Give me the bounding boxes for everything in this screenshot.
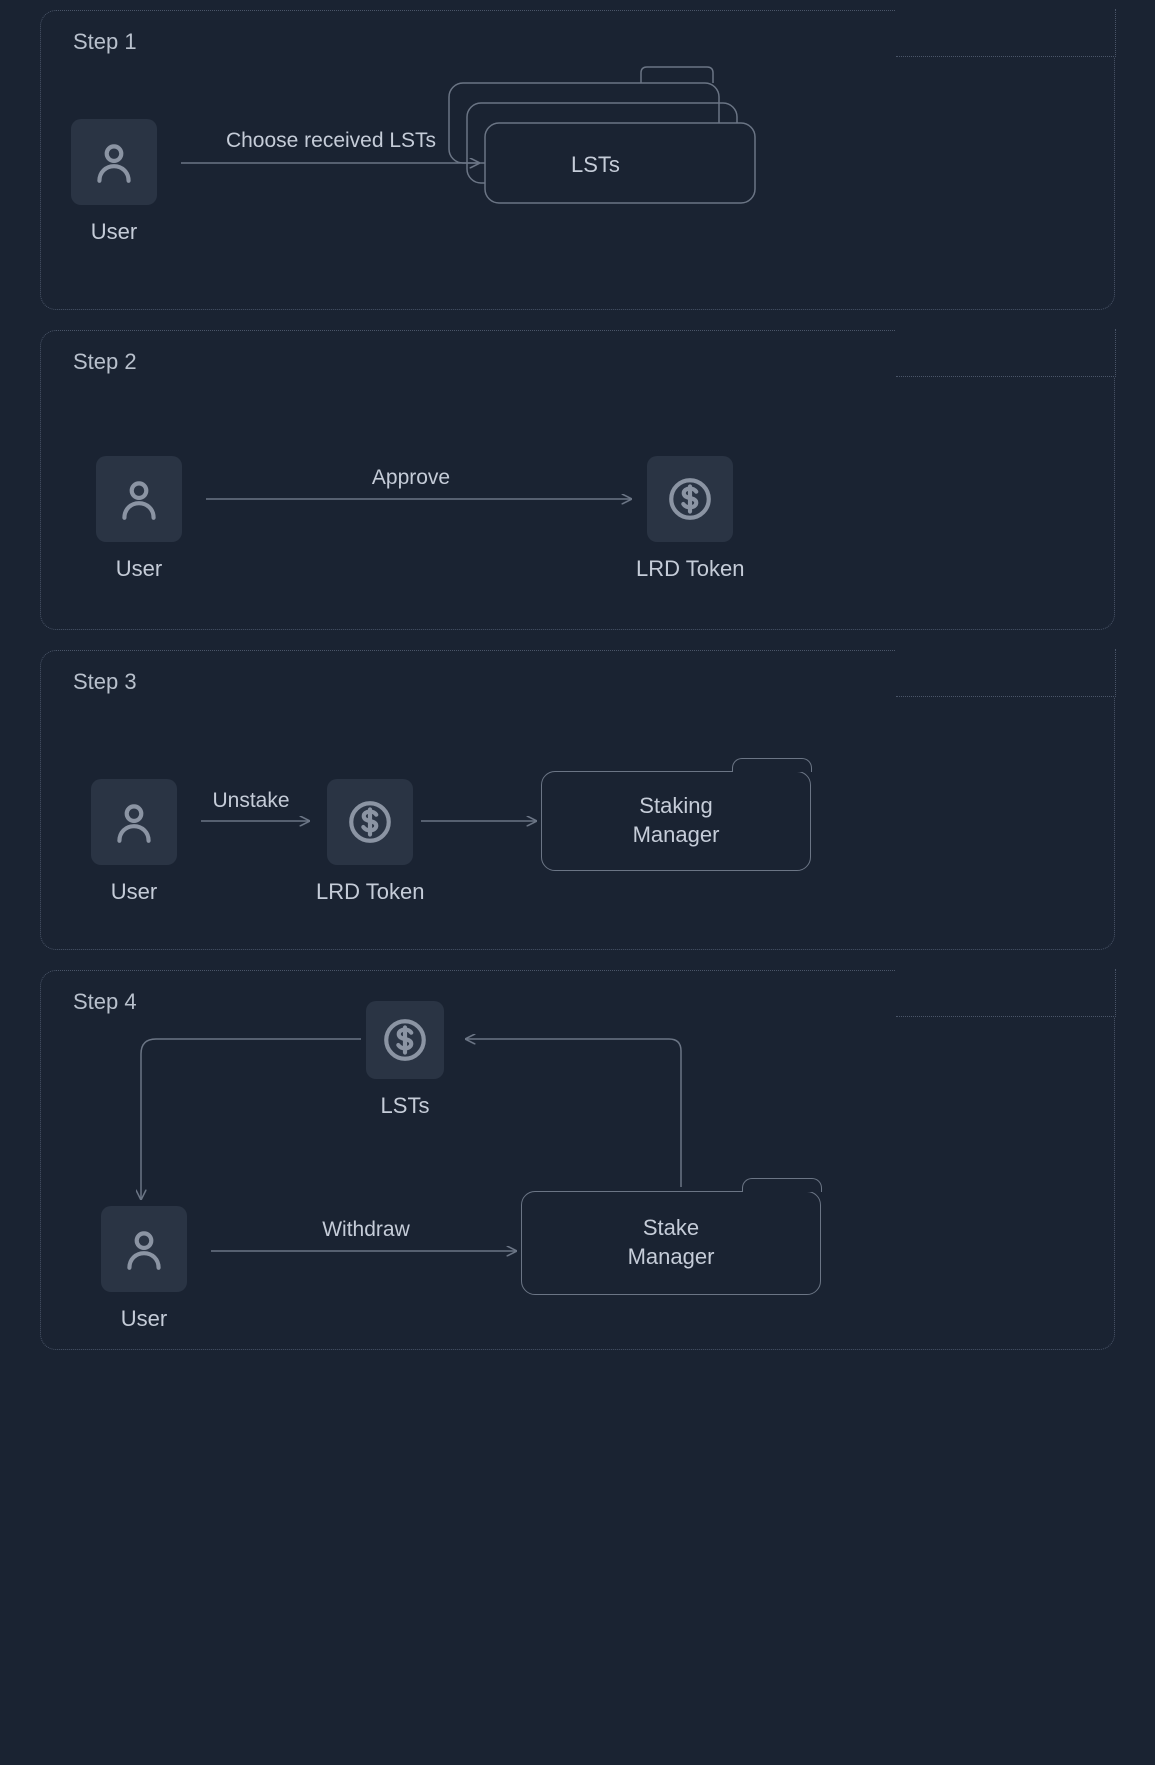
step-panel-3: Step 3 User Unstake LRD Token StakingMan… [40,650,1115,950]
user-node: User [91,779,177,905]
step-panel-1: Step 1 User Choose received LSTs LSTs [40,10,1115,310]
user-label: User [91,219,137,245]
dollar-icon [647,456,733,542]
user-icon [71,119,157,205]
user-node: User [71,119,157,245]
lsts-label: LSTs [381,1093,430,1119]
user-icon [101,1206,187,1292]
lsts-node: LSTs [366,1001,444,1119]
step-title: Step 1 [67,29,143,55]
user-label: User [116,556,162,582]
panel-notch [896,969,1116,1017]
token-node: LRD Token [316,779,424,905]
panel-notch [896,9,1116,57]
edge-label-approve: Approve [372,466,450,490]
step-panel-4: Step 4 LSTs User Withdraw S [40,970,1115,1350]
user-node: User [96,456,182,582]
user-label: User [121,1306,167,1332]
dollar-icon [327,779,413,865]
step-title: Step 3 [67,669,143,695]
step-title: Step 4 [67,989,143,1015]
panel-notch [896,649,1116,697]
user-icon [91,779,177,865]
token-node: LRD Token [636,456,744,582]
token-label: LRD Token [636,556,744,582]
edge-label-choose: Choose received LSTs [226,129,436,153]
token-label: LRD Token [316,879,424,905]
user-icon [96,456,182,542]
step-title: Step 2 [67,349,143,375]
edge-label-withdraw: Withdraw [322,1218,410,1242]
folder-tab [732,758,812,772]
edge-label-unstake: Unstake [212,789,289,813]
staking-manager-label: StakingManager [633,792,720,849]
stake-manager-node: StakeManager [521,1191,821,1295]
step-panel-2: Step 2 User Approve LRD Token [40,330,1115,630]
dollar-icon [366,1001,444,1079]
user-label: User [111,879,157,905]
staking-manager-node: StakingManager [541,771,811,871]
panel-notch [896,329,1116,377]
user-node: User [101,1206,187,1332]
stake-manager-label: StakeManager [628,1214,715,1271]
lsts-label: LSTs [571,151,620,180]
folder-tab [742,1178,822,1192]
